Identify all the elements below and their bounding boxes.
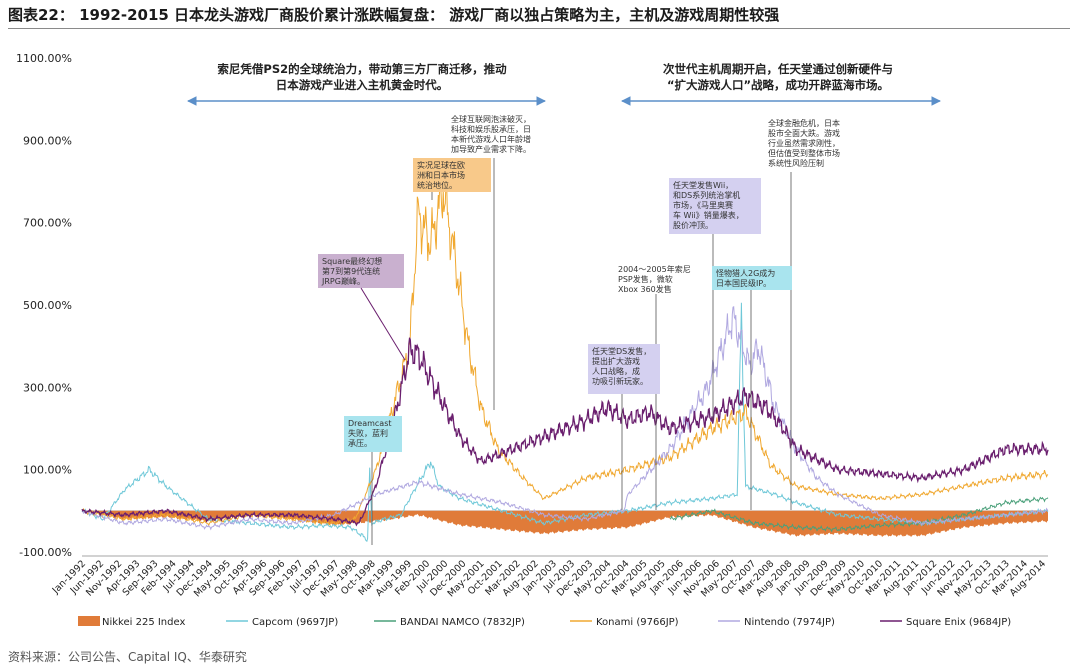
note-text-n1: 加导致产业需求下降。 bbox=[451, 144, 531, 154]
legend: Nikkei 225 Index Capcom (9697JP) BANDAI NA… bbox=[78, 616, 1011, 628]
y-tick-label: 500.00% bbox=[23, 299, 72, 312]
series-line-3 bbox=[82, 179, 1049, 527]
note-text-n9: 功吸引新玩家。 bbox=[592, 376, 648, 386]
y-tick-label: 300.00% bbox=[23, 381, 72, 394]
legend-label: Nintendo (7974JP) bbox=[744, 617, 835, 628]
note-text-n6: Xbox 360发售 bbox=[618, 284, 672, 294]
note-text-n6: PSP发售，微软 bbox=[618, 274, 673, 284]
y-tick-label: 100.00% bbox=[23, 464, 72, 477]
note-box-n3 bbox=[318, 254, 404, 288]
note-box-n2 bbox=[413, 158, 491, 192]
note-text-n9: 人口战略，成 bbox=[592, 366, 640, 376]
note-leader bbox=[360, 287, 406, 361]
series-line-5 bbox=[81, 337, 1049, 527]
annotation-a2: 次世代主机周期开启，任天堂通过创新硬件与 bbox=[663, 62, 893, 76]
legend-swatch bbox=[78, 616, 100, 626]
note-text-n5: 股价冲顶。 bbox=[673, 220, 713, 230]
title-rule bbox=[8, 28, 1070, 29]
series-layer bbox=[81, 179, 1049, 543]
note-box-n9 bbox=[588, 344, 660, 394]
y-tick-label: 700.00% bbox=[23, 217, 72, 230]
note-text-n2: 实况足球在欧 bbox=[417, 160, 465, 170]
note-box-n5 bbox=[669, 178, 761, 234]
note-text-n7: 全球金融危机，日本 bbox=[768, 118, 840, 128]
legend-label: Konami (9766JP) bbox=[596, 617, 679, 628]
series-line-2 bbox=[669, 496, 1049, 533]
note-text-n2: 统治地位。 bbox=[417, 180, 457, 190]
note-text-n5: 任天堂发售Wii， bbox=[673, 180, 733, 190]
note-text-n1: 科技和娱乐股承压，日 bbox=[451, 124, 531, 134]
legend-label: BANDAI NAMCO (7832JP) bbox=[400, 617, 525, 628]
note-text-n8: 日本国民级IP。 bbox=[716, 278, 771, 288]
annotation-a1: 日本游戏产业进入主机黄金时代。 bbox=[276, 78, 449, 92]
note-text-n3: 第7到第9代连统 bbox=[322, 266, 380, 276]
series-line-4 bbox=[81, 305, 1049, 531]
note-text-n6: 2004～2005年索尼 bbox=[618, 264, 691, 274]
note-text-n5: 车 Wii》销量爆表， bbox=[673, 210, 744, 220]
note-box-n4 bbox=[344, 416, 402, 452]
annotation-layer: 索尼凭借PS2的全球统治力，带动第三方厂商迁移，推动日本游戏产业进入主机黄金时代… bbox=[187, 62, 941, 545]
note-text-n8: 怪物猎人2G成为 bbox=[716, 268, 775, 278]
note-box-n8 bbox=[712, 266, 792, 290]
note-text-n5: 市场，《马里奥赛 bbox=[673, 200, 733, 210]
annotation-a2: “扩大游戏人口”战略，成功开辟蓝海市场。 bbox=[667, 78, 889, 92]
note-text-n7: 但估值受到整体市场 bbox=[768, 148, 840, 158]
note-text-n7: 系统性风险压制 bbox=[768, 158, 824, 168]
annotation-a1: 索尼凭借PS2的全球统治力，带动第三方厂商迁移，推动 bbox=[217, 62, 507, 76]
legend-label: Nikkei 225 Index bbox=[102, 617, 185, 628]
legend-label: Capcom (9697JP) bbox=[252, 617, 338, 628]
note-text-n4: Dreamcast bbox=[348, 419, 392, 428]
series-line-1 bbox=[81, 302, 1049, 543]
note-text-n4: 失败，蓝利 bbox=[348, 428, 388, 438]
note-text-n5: 和DS系列统治掌机 bbox=[673, 190, 740, 200]
note-text-n1: 全球互联网泡沫破灭， bbox=[451, 114, 531, 124]
note-text-n2: 洲和日本市场 bbox=[417, 170, 465, 180]
note-text-n3: JRPG巅峰。 bbox=[321, 276, 365, 286]
legend-label: Square Enix (9684JP) bbox=[906, 617, 1011, 628]
y-tick-label: 900.00% bbox=[23, 134, 72, 147]
chart-title: 图表22： 1992-2015 日本龙头游戏厂商股价累计涨跌幅复盘： 游戏厂商以… bbox=[8, 6, 780, 24]
note-text-n1: 本新代游戏人口年龄增 bbox=[451, 134, 531, 144]
note-text-n3: Square最终幻想 bbox=[322, 256, 382, 266]
note-text-n7: 行业虽然需求刚性， bbox=[768, 138, 840, 148]
y-tick-label: -100.00% bbox=[19, 546, 72, 559]
source-note: 资料来源：公司公告、Capital IQ、华泰研究 bbox=[8, 650, 247, 664]
y-tick-label: 1100.00% bbox=[16, 52, 72, 65]
note-text-n9: 提出扩大游戏 bbox=[592, 356, 640, 366]
note-text-n9: 任天堂DS发售， bbox=[592, 346, 651, 356]
note-text-n7: 股市全面大跌。游戏 bbox=[768, 128, 840, 138]
note-text-n4: 承压。 bbox=[348, 439, 372, 448]
